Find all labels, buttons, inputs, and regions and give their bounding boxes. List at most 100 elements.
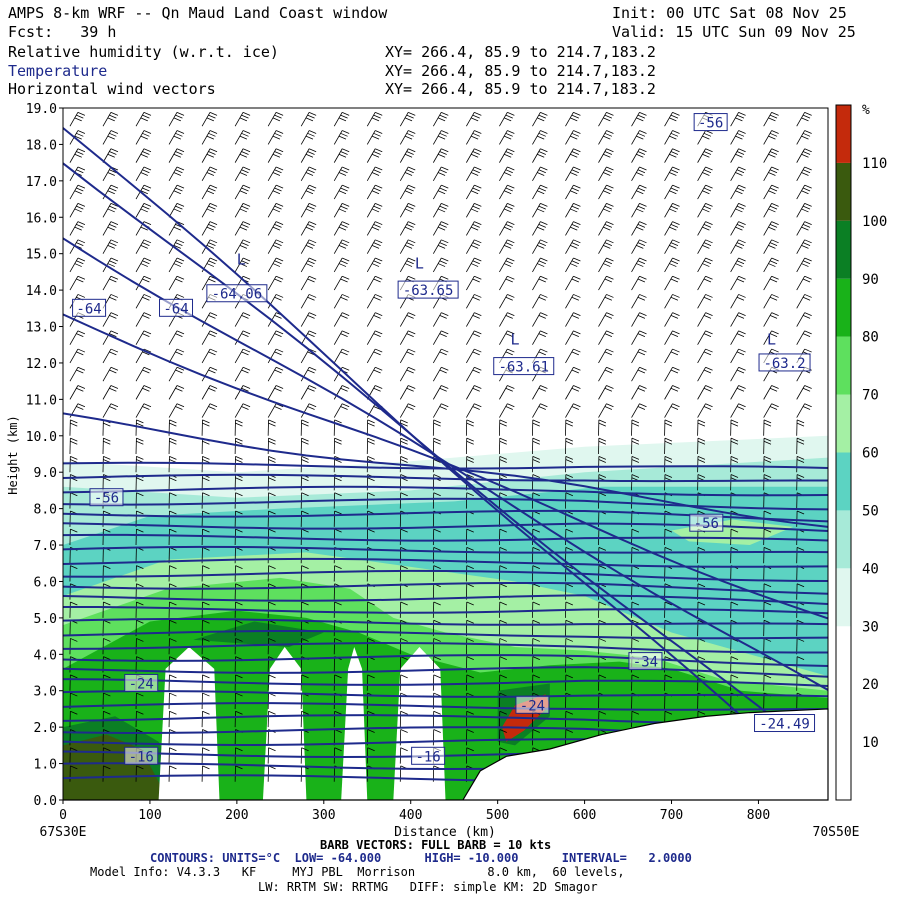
wind-barb-flag — [670, 369, 679, 374]
wind-barb — [499, 239, 508, 254]
wind-barb-flag — [142, 242, 150, 246]
wind-barb-flag — [109, 333, 117, 338]
wind-barb-flag — [404, 190, 413, 195]
wind-barb-flag — [308, 275, 317, 280]
wind-barb — [664, 403, 673, 418]
wind-barb-flag — [540, 294, 548, 298]
wind-barb — [532, 294, 541, 309]
wind-barb-flag — [268, 674, 276, 679]
wind-barb-flag — [274, 114, 282, 119]
wind-barb-flag — [109, 132, 117, 137]
wind-barb-flag — [400, 492, 408, 497]
wind-barb-flag — [670, 296, 679, 301]
wind-barb-flag — [771, 221, 779, 225]
wind-barb — [598, 221, 607, 236]
wind-barb-flag — [109, 387, 117, 392]
wind-barb-flag — [565, 419, 574, 424]
wind-barb-flag — [802, 387, 811, 392]
wind-barb — [234, 367, 244, 382]
wind-barb-flag — [142, 333, 150, 338]
wind-barb-flag — [140, 153, 148, 158]
field-temp-xy: XY= 266.4, 85.9 to 214.7,183.2 — [385, 62, 656, 80]
wind-barb-flag — [736, 169, 745, 174]
wind-barb-flag — [110, 312, 119, 317]
wind-barb-flag — [540, 184, 548, 189]
wind-barb — [631, 330, 640, 345]
wind-barb-flag — [242, 184, 251, 189]
wind-barb-flag — [532, 729, 540, 733]
wind-barb — [730, 203, 739, 218]
wind-barb — [565, 203, 574, 218]
wind-barb — [598, 257, 607, 273]
wind-barb — [267, 148, 277, 163]
wind-barb-flag — [433, 710, 441, 715]
wind-barb-flag — [308, 130, 317, 134]
wind-barb-flag — [796, 422, 805, 427]
wind-barb-flag — [76, 169, 84, 174]
wind-barb-flag — [736, 296, 745, 301]
wind-barb-flag — [334, 437, 342, 442]
wind-barb-flag — [307, 169, 315, 174]
wind-barb — [565, 221, 574, 236]
temperature-contour — [63, 618, 828, 626]
wind-barb-flag — [169, 492, 177, 497]
wind-barb-flag — [272, 244, 281, 249]
y-tick-label: 7.0 — [34, 539, 57, 554]
wind-barb — [399, 330, 409, 345]
wind-barb-flag — [305, 208, 314, 213]
wind-barb-flag — [235, 583, 243, 588]
wind-barb-flag — [507, 312, 515, 317]
wind-barb-flag — [703, 278, 712, 283]
wind-barb-flag — [598, 547, 607, 551]
wind-barb-flag — [439, 205, 447, 210]
wind-barb-flag — [441, 348, 449, 353]
wind-barb-flag — [802, 315, 811, 319]
wind-barb-flag — [367, 710, 375, 715]
wind-barb-flag — [639, 294, 647, 298]
wind-barb-flag — [110, 257, 119, 262]
wind-barb-flag — [241, 242, 249, 246]
x-tick-label: 400 — [399, 808, 422, 823]
y-tick-label: 9.0 — [34, 466, 57, 481]
wind-barb-flag — [670, 351, 679, 356]
temperature-contour — [63, 594, 828, 605]
wind-barb-flag — [570, 208, 578, 213]
wind-barb-flag — [209, 184, 218, 189]
wind-barb-flag — [705, 275, 713, 280]
wind-barb-flag — [705, 184, 713, 189]
wind-barb-flag — [209, 312, 218, 317]
wind-barb-flag — [308, 166, 317, 171]
wind-barb — [399, 148, 409, 163]
wind-barb-flag — [301, 674, 309, 679]
wind-barb-flag — [371, 244, 380, 249]
wind-barb-flag — [532, 547, 540, 551]
x-tick-label: 200 — [225, 808, 248, 823]
wind-barb-flag — [603, 263, 611, 267]
wind-barb-flag — [176, 239, 185, 244]
wind-barb — [466, 166, 475, 182]
wind-barb-flag — [499, 422, 507, 427]
wind-barb-flag — [406, 205, 414, 210]
wind-barb-flag — [76, 151, 84, 155]
wind-barb-flag — [301, 528, 309, 533]
wind-barb-flag — [771, 203, 779, 207]
wind-barb-flag — [404, 244, 413, 249]
wind-barb — [664, 184, 673, 200]
wind-barb-flag — [433, 729, 441, 733]
wind-barb-flag — [538, 260, 546, 265]
wind-barb-flag — [175, 169, 183, 174]
wind-barb-flag — [801, 226, 809, 231]
wind-barb-flag — [307, 387, 315, 392]
wind-barb — [399, 203, 409, 218]
wind-barb — [267, 294, 277, 309]
wind-barb-flag — [375, 166, 383, 171]
wind-barb-flag — [373, 132, 381, 137]
rh-dry-column-0 — [158, 647, 220, 800]
wind-barb-flag — [408, 111, 416, 116]
wind-barb-flag — [375, 330, 383, 335]
wind-barb — [234, 112, 244, 127]
wind-barb-flag — [74, 226, 82, 231]
wind-barb — [598, 294, 607, 309]
colorbar-bin — [836, 568, 851, 627]
wind-barb-flag — [103, 477, 111, 482]
